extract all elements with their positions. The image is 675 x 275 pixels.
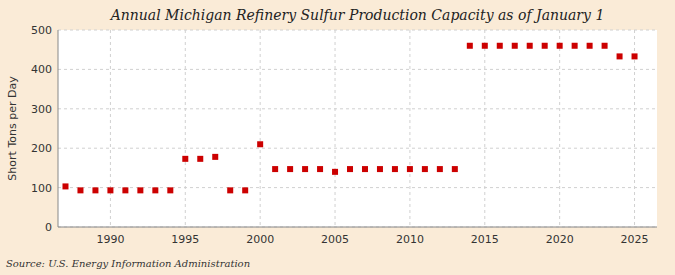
point xyxy=(407,166,413,172)
source-note: Source: U.S. Energy Information Administ… xyxy=(6,258,250,269)
point xyxy=(122,187,128,193)
point xyxy=(482,43,488,49)
x-grid-line xyxy=(335,30,336,227)
y-grid-line xyxy=(58,69,657,70)
y-tick-label: 0 xyxy=(45,221,52,234)
point xyxy=(437,166,443,172)
x-grid-line xyxy=(484,30,485,227)
x-grid-line xyxy=(559,30,560,227)
x-grid-line xyxy=(110,30,111,227)
y-grid-line xyxy=(58,148,657,149)
y-tick-label: 200 xyxy=(31,142,52,155)
point xyxy=(512,43,518,49)
point xyxy=(632,53,638,59)
x-grid-line xyxy=(185,30,186,227)
y-axis-label: Short Tons per Day xyxy=(6,76,19,181)
plot-background xyxy=(58,30,657,227)
y-grid-line xyxy=(58,30,657,31)
point xyxy=(92,187,98,193)
x-tick-label: 2020 xyxy=(546,233,574,246)
point xyxy=(167,187,173,193)
point xyxy=(467,43,473,49)
point xyxy=(62,183,68,189)
x-grid-line xyxy=(634,30,635,227)
point xyxy=(587,43,593,49)
point xyxy=(557,43,563,49)
y-grid-line xyxy=(58,108,657,109)
point xyxy=(152,187,158,193)
y-tick-label: 300 xyxy=(31,103,52,116)
y-tick-label: 500 xyxy=(31,24,52,37)
point xyxy=(332,169,338,175)
point xyxy=(497,43,503,49)
point xyxy=(182,156,188,162)
x-tick-label: 2005 xyxy=(321,233,349,246)
y-tick-label: 100 xyxy=(31,182,52,195)
x-axis-line xyxy=(58,227,657,228)
point xyxy=(257,141,263,147)
point xyxy=(197,156,203,162)
point xyxy=(377,166,383,172)
title: Annual Michigan Refinery Sulfur Producti… xyxy=(109,7,605,23)
x-grid-line xyxy=(260,30,261,227)
points xyxy=(62,43,637,194)
x-tick-label: 2015 xyxy=(471,233,499,246)
x-grid-line xyxy=(409,30,410,227)
point xyxy=(137,187,143,193)
point xyxy=(212,154,218,160)
point xyxy=(617,53,623,59)
point xyxy=(452,166,458,172)
point xyxy=(347,166,353,172)
y-grid-line xyxy=(58,227,657,228)
point xyxy=(602,43,608,49)
point xyxy=(572,43,578,49)
chart-container: 1990 1995 2000 2005 2010 2015 2020 2025 0 100 200 3… xyxy=(0,0,675,275)
y-tick-label: 400 xyxy=(31,63,52,76)
x-tick-label: 2000 xyxy=(246,233,274,246)
point xyxy=(317,166,323,172)
y-grid-line xyxy=(58,187,657,188)
x-tick-label: 2010 xyxy=(396,233,424,246)
point xyxy=(527,43,533,49)
y-axis-line xyxy=(58,30,59,227)
point xyxy=(227,187,233,193)
x-tick-label: 1995 xyxy=(171,233,199,246)
grid xyxy=(58,30,657,227)
point xyxy=(242,187,248,193)
point xyxy=(362,166,368,172)
point xyxy=(392,166,398,172)
point xyxy=(77,187,83,193)
point xyxy=(542,43,548,49)
chart-svg: 1990 1995 2000 2005 2010 2015 2020 2025 0 100 200 3… xyxy=(0,0,675,275)
point xyxy=(287,166,293,172)
point xyxy=(422,166,428,172)
tick-labels: 1990 1995 2000 2005 2010 2015 2020 2025 0 100 200 3… xyxy=(31,24,649,246)
x-tick-label: 2025 xyxy=(621,233,649,246)
point xyxy=(272,166,278,172)
x-tick-label: 1990 xyxy=(96,233,124,246)
point xyxy=(107,187,113,193)
page: {"chart_data": {"type": "scatter", "titl… xyxy=(0,0,675,275)
point xyxy=(302,166,308,172)
